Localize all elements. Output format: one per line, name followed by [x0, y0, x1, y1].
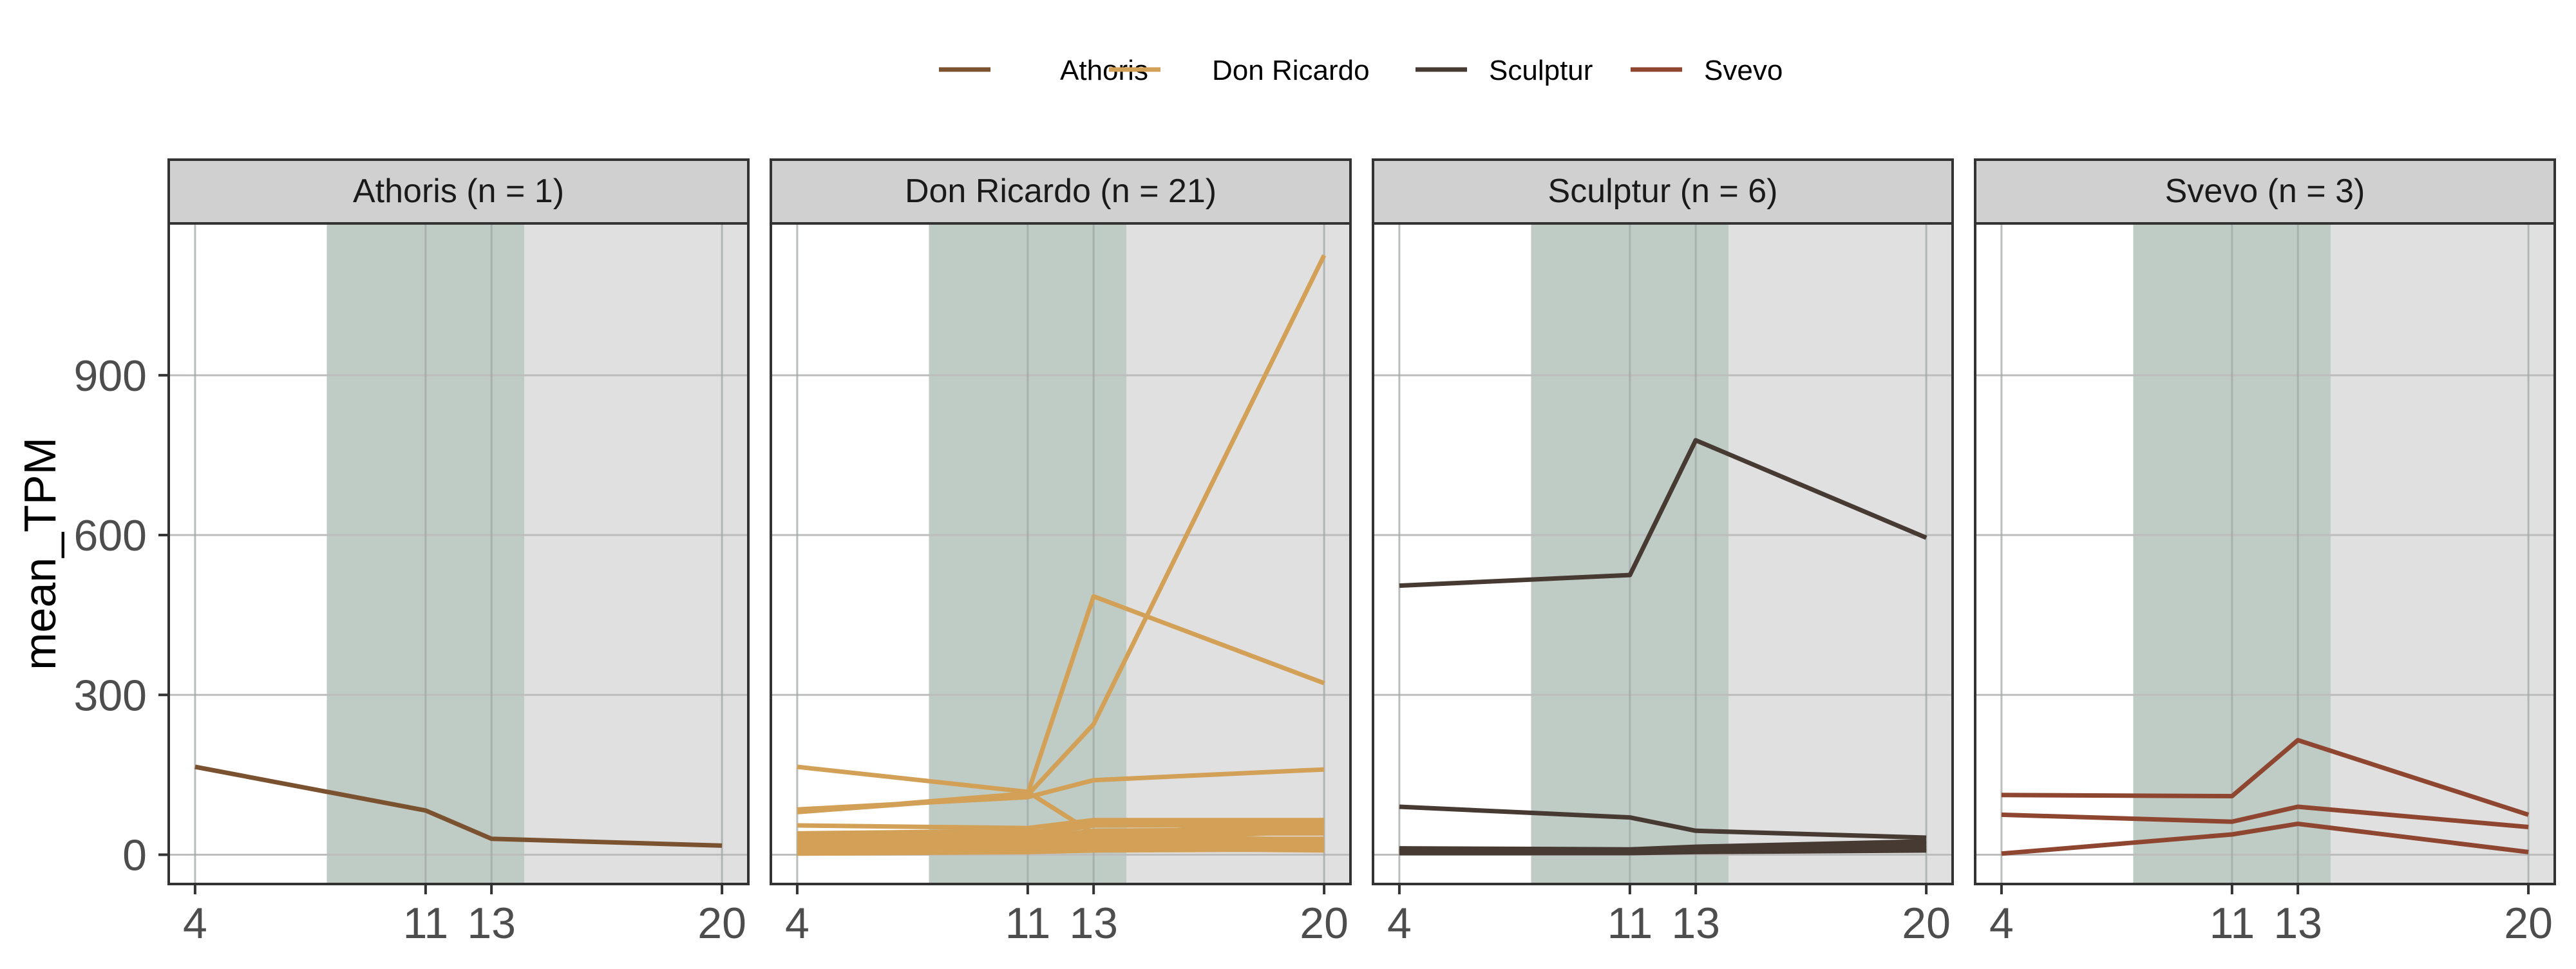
facet-title: Don Ricardo (n = 21) — [905, 173, 1217, 210]
x-tick-label: 13 — [467, 899, 516, 948]
x-tick-label: 20 — [697, 899, 746, 948]
facet-strip — [167, 158, 750, 225]
x-tick-label: 11 — [2210, 899, 2255, 948]
series-line — [2001, 822, 2529, 856]
facet-panel: Svevo (n = 3) 4 11 13 20 — [1974, 158, 2556, 948]
facet-strip — [770, 158, 1352, 225]
x-tick-label: 11 — [403, 899, 449, 948]
x-tick-label: 4 — [1387, 899, 1412, 948]
facet-title: Athoris (n = 1) — [353, 173, 564, 210]
legend-label: Don Ricardo — [1212, 55, 1370, 86]
series-line — [797, 818, 1325, 831]
legend-label: Sculptur — [1489, 55, 1593, 86]
y-axis-title: mean_TPM — [15, 437, 65, 670]
legend-item: Svevo — [1631, 55, 1783, 86]
series-line — [1399, 804, 1927, 840]
y-tick-label: 600 — [74, 511, 147, 560]
series-line — [2001, 738, 2530, 817]
x-tick-label: 20 — [1300, 899, 1349, 948]
series-line — [797, 767, 1325, 812]
shaded-region — [2331, 223, 2555, 884]
y-tick-label: 0 — [122, 831, 147, 880]
facet-panel: Athoris (n = 1) 4 11 13 20 — [167, 158, 750, 948]
facet-panel: Don Ricardo (n = 21) 4 11 13 20 — [770, 158, 1352, 948]
series-line — [797, 818, 1325, 848]
y-tick-label: 300 — [74, 671, 147, 720]
x-tick-label: 11 — [1607, 899, 1653, 948]
facet-strip — [1974, 158, 2556, 225]
facet-title: Sculptur (n = 6) — [1548, 173, 1778, 210]
series-line — [2001, 804, 2529, 829]
series-line — [797, 828, 1325, 845]
series-line — [194, 764, 723, 848]
x-tick-label: 13 — [1671, 899, 1720, 948]
legend-item: Sculptur — [1416, 55, 1593, 86]
x-tick-label: 11 — [1005, 899, 1051, 948]
series-line — [1399, 438, 1927, 588]
shaded-region — [524, 223, 748, 884]
x-tick-label: 4 — [1989, 899, 2014, 948]
shaded-region — [1126, 223, 1350, 884]
x-tick-label: 20 — [1902, 899, 1951, 948]
y-tick-label: 900 — [74, 352, 147, 400]
x-tick-label: 20 — [2504, 899, 2553, 948]
x-tick-label: 4 — [785, 899, 810, 948]
facet-strip — [1372, 158, 1954, 225]
shaded-region — [1728, 223, 1953, 884]
legend-label: Svevo — [1704, 55, 1783, 86]
legend-item: Don Ricardo — [1109, 55, 1370, 86]
facet-title: Svevo (n = 3) — [2165, 173, 2365, 210]
x-tick-label: 13 — [1069, 899, 1118, 948]
series-line — [1399, 848, 1927, 856]
x-tick-label: 4 — [183, 899, 207, 948]
facet-panel: Sculptur (n = 6) 4 11 13 20 — [1372, 158, 1954, 948]
x-tick-label: 13 — [2273, 899, 2322, 948]
series-line — [797, 828, 1325, 854]
